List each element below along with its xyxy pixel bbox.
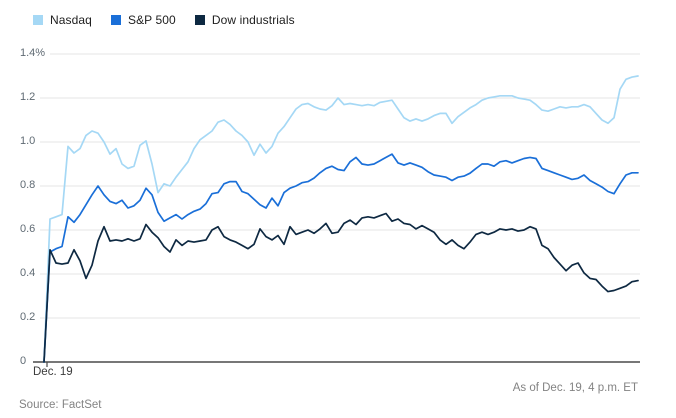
- legend-item-nasdaq: Nasdaq: [33, 13, 92, 27]
- nasdaq-line: [43, 75, 639, 363]
- dow-line: [43, 212, 639, 363]
- legend-item-sp500: S&P 500: [110, 13, 176, 27]
- sp500-line: [43, 153, 639, 363]
- as-of-note: As of Dec. 19, 4 p.m. ET: [512, 382, 638, 394]
- legend-item-dow: Dow industrials: [194, 13, 295, 27]
- source-note: Source: FactSet: [19, 399, 102, 411]
- x-axis-tick-label: Dec. 19: [33, 366, 73, 378]
- nasdaq-legend-swatch: [33, 15, 43, 25]
- legend-label: S&P 500: [127, 13, 176, 27]
- chart-legend: Nasdaq S&P 500 Dow industrials: [33, 13, 295, 27]
- sp500-legend-swatch: [110, 15, 121, 25]
- dow-legend-swatch: [194, 15, 205, 25]
- legend-label: Nasdaq: [50, 13, 92, 27]
- legend-label: Dow industrials: [211, 13, 295, 27]
